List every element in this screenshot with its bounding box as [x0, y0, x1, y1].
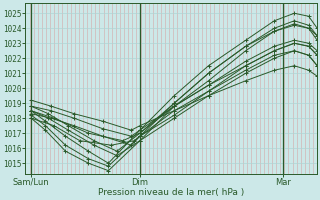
X-axis label: Pression niveau de la mer( hPa ): Pression niveau de la mer( hPa ): [98, 188, 244, 197]
